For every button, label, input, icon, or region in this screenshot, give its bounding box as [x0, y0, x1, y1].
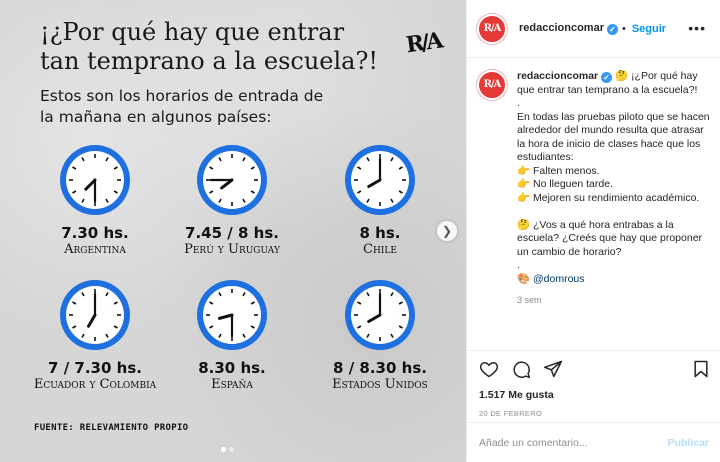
clock-time-label: 7.45 / 8 hs.	[185, 224, 279, 242]
share-icon[interactable]	[543, 359, 563, 379]
clock-item: 8 hs. Chile	[310, 140, 450, 257]
carousel-dot	[221, 447, 226, 452]
action-icons	[479, 357, 711, 381]
caption-username[interactable]: redaccioncomar ✓	[517, 70, 613, 83]
comment-icon[interactable]	[511, 359, 531, 379]
clock-icon	[345, 145, 415, 215]
carousel-next-button[interactable]: ❯	[437, 221, 457, 241]
caption-text: redaccioncomar ✓ 🤔 ¡¿Por qué hay que entr…	[517, 70, 710, 285]
clock-icon	[60, 145, 130, 215]
heart-icon[interactable]	[479, 359, 499, 379]
chevron-right-icon: ❯	[441, 224, 453, 238]
comment-bar: Publicar	[467, 422, 720, 462]
clock-time-label: 8.30 hs.	[198, 359, 266, 377]
clock-item: 8.30 hs. España	[162, 275, 302, 392]
clock-item: 7.30 hs. Argentina	[25, 140, 165, 257]
post-date: 20 DE FEBRERO	[479, 409, 543, 418]
image-headline: ¡¿Por qué hay que entrar tan temprano a …	[40, 18, 378, 75]
mention-link[interactable]: @domrous	[533, 272, 585, 285]
clock-country-label: Ecuador y Colombia	[33, 377, 157, 392]
post-actions: 1.517 Me gusta 20 DE FEBRERO	[467, 350, 720, 418]
likes-count[interactable]: 1.517 Me gusta	[479, 389, 554, 401]
avatar[interactable]: R/A	[477, 13, 507, 44]
image-subhead: Estos son los horarios de entrada de la …	[40, 87, 324, 126]
follow-button[interactable]: Seguir	[631, 22, 667, 35]
caption-time[interactable]: 3 sem	[517, 295, 542, 305]
post-header: R/A redaccioncomar ✓ • Seguir •••	[467, 0, 720, 58]
caption-avatar[interactable]: R/A	[477, 70, 507, 100]
bookmark-icon[interactable]	[691, 359, 711, 379]
clock-country-label: Estados Unidos	[332, 377, 428, 392]
clock-country-label: España	[211, 377, 253, 392]
clock-item: 8 / 8.30 hs. Estados Unidos	[310, 275, 450, 392]
clock-item: 7 / 7.30 hs. Ecuador y Colombia	[25, 275, 165, 392]
clock-icon	[60, 280, 130, 350]
post-caption: R/A redaccioncomar ✓ 🤔 ¡¿Por qué hay que …	[477, 70, 713, 308]
header-separator: •	[621, 22, 626, 35]
carousel-dot	[229, 447, 234, 452]
comment-input[interactable]	[479, 436, 668, 449]
post-image[interactable]: ¡¿Por qué hay que entrar tan temprano a …	[0, 0, 466, 462]
clock-icon	[197, 280, 267, 350]
clock-time-label: 7.30 hs.	[61, 224, 129, 242]
ra-logo: R/A	[404, 27, 443, 59]
carousel-dots	[221, 447, 234, 452]
publish-button[interactable]: Publicar	[667, 436, 709, 449]
verified-badge-icon: ✓	[601, 72, 613, 83]
image-source: FUENTE: RELEVAMIENTO PROPIO	[34, 423, 189, 433]
header-username[interactable]: redaccioncomar ✓	[519, 22, 618, 35]
clock-country-label: Perú y Uruguay	[184, 242, 280, 257]
more-horizontal-icon[interactable]: •••	[688, 20, 706, 36]
image-texture	[0, 0, 466, 462]
clock-icon	[197, 145, 267, 215]
clock-time-label: 7 / 7.30 hs.	[48, 359, 142, 377]
clock-time-label: 8 hs.	[359, 224, 401, 242]
post-side-panel: R/A redaccioncomar ✓ • Seguir ••• R/A red…	[466, 0, 720, 462]
clock-country-label: Chile	[363, 242, 397, 257]
clock-item: 7.45 / 8 hs. Perú y Uruguay	[162, 140, 302, 257]
verified-badge-icon: ✓	[606, 24, 618, 35]
clock-country-label: Argentina	[64, 242, 126, 257]
clock-time-label: 8 / 8.30 hs.	[333, 359, 427, 377]
clock-icon	[345, 280, 415, 350]
